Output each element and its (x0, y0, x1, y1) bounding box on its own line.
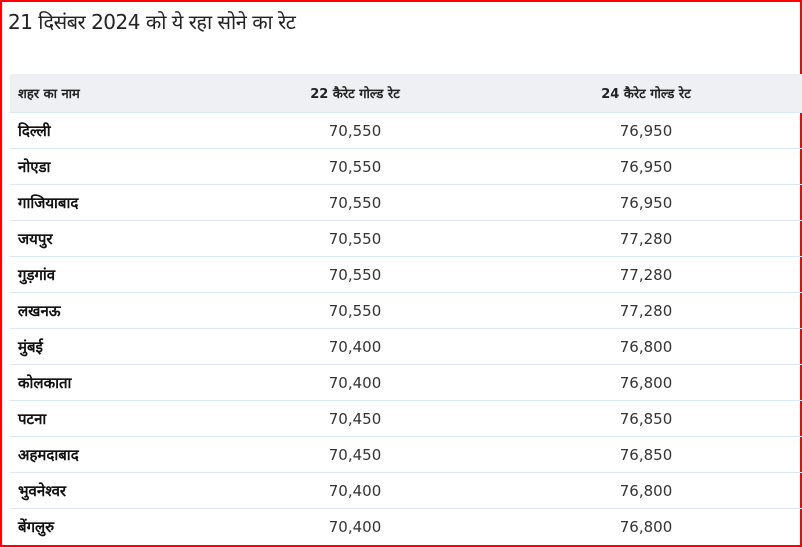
rate-22k-cell: 70,400 (220, 472, 490, 509)
city-cell: अहमदाबाद (10, 436, 220, 473)
table-row: गाजियाबाद 70,550 76,950 (10, 184, 802, 221)
city-cell: जयपुर (10, 220, 220, 257)
rate-22k-cell: 70,400 (220, 508, 490, 544)
page-title: 21 दिसंबर 2024 को ये रहा सोने का रेट (8, 10, 296, 34)
table-row: बेंगलुरु 70,400 76,800 (10, 508, 802, 544)
table-row: अहमदाबाद 70,450 76,850 (10, 436, 802, 473)
gold-rate-table: शहर का नाम 22 कैरेट गोल्ड रेट 24 कैरेट ग… (10, 74, 802, 544)
table-row: कोलकाता 70,400 76,800 (10, 364, 802, 401)
city-cell: दिल्ली (10, 112, 220, 149)
table-header-row: शहर का नाम 22 कैरेट गोल्ड रेट 24 कैरेट ग… (10, 74, 802, 113)
rate-22k-cell: 70,550 (220, 112, 490, 149)
table-row: लखनऊ 70,550 77,280 (10, 292, 802, 329)
city-cell: गाजियाबाद (10, 184, 220, 221)
city-cell: लखनऊ (10, 292, 220, 329)
table-row: मुंबई 70,400 76,800 (10, 328, 802, 365)
rate-24k-cell: 77,280 (490, 220, 802, 257)
header-city: शहर का नाम (10, 74, 220, 113)
city-cell: मुंबई (10, 328, 220, 365)
header-24k: 24 कैरेट गोल्ड रेट (490, 74, 802, 113)
rate-22k-cell: 70,450 (220, 400, 490, 437)
rate-22k-cell: 70,550 (220, 256, 490, 293)
city-cell: बेंगलुरु (10, 508, 220, 544)
rate-22k-cell: 70,550 (220, 148, 490, 185)
city-cell: गुड़गांव (10, 256, 220, 293)
rate-24k-cell: 76,850 (490, 400, 802, 437)
rate-24k-cell: 76,950 (490, 184, 802, 221)
rate-22k-cell: 70,550 (220, 184, 490, 221)
city-cell: नोएडा (10, 148, 220, 185)
table-row: नोएडा 70,550 76,950 (10, 148, 802, 185)
rate-24k-cell: 77,280 (490, 292, 802, 329)
table-row: पटना 70,450 76,850 (10, 400, 802, 437)
rate-22k-cell: 70,550 (220, 220, 490, 257)
rate-24k-cell: 77,280 (490, 256, 802, 293)
table-row: भुवनेश्वर 70,400 76,800 (10, 472, 802, 509)
rate-24k-cell: 76,850 (490, 436, 802, 473)
rate-24k-cell: 76,800 (490, 508, 802, 544)
table-row: गुड़गांव 70,550 77,280 (10, 256, 802, 293)
header-22k: 22 कैरेट गोल्ड रेट (220, 74, 490, 113)
rate-24k-cell: 76,800 (490, 472, 802, 509)
rate-22k-cell: 70,450 (220, 436, 490, 473)
city-cell: कोलकाता (10, 364, 220, 401)
rate-24k-cell: 76,950 (490, 112, 802, 149)
rate-24k-cell: 76,800 (490, 328, 802, 365)
rate-24k-cell: 76,950 (490, 148, 802, 185)
table-row: जयपुर 70,550 77,280 (10, 220, 802, 257)
rate-22k-cell: 70,400 (220, 364, 490, 401)
table-row: दिल्ली 70,550 76,950 (10, 112, 802, 149)
rate-24k-cell: 76,800 (490, 364, 802, 401)
city-cell: पटना (10, 400, 220, 437)
rate-22k-cell: 70,400 (220, 328, 490, 365)
rate-22k-cell: 70,550 (220, 292, 490, 329)
city-cell: भुवनेश्वर (10, 472, 220, 509)
